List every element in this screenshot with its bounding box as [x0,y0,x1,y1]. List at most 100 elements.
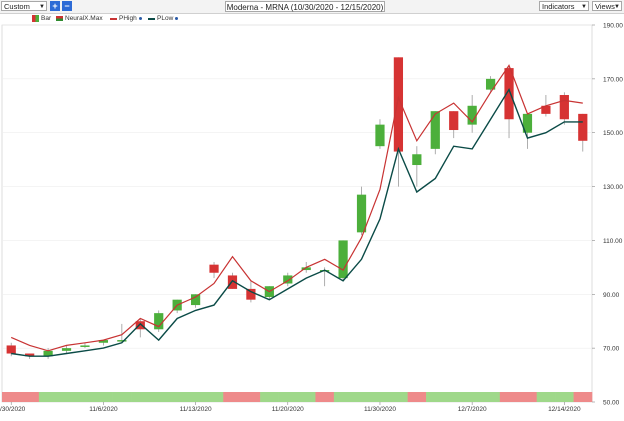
signal-cell [499,392,519,402]
signal-cell [223,392,242,402]
signal-cell [370,392,390,402]
signal-cell [278,392,298,402]
candle-body [80,345,90,347]
phigh-swatch [110,17,117,20]
signal-cell [204,392,224,402]
candle-body [578,113,588,141]
candle-body [209,264,219,273]
signal-cell [481,392,501,402]
candle-body [25,353,35,357]
signal-cell [555,392,574,402]
signal-cell [333,392,353,402]
y-tick-label: 50.00 [603,400,620,407]
signal-cell [38,392,58,402]
candle-body [393,57,404,152]
candle-body [227,275,238,289]
signal-cell [573,392,593,402]
x-tick-label: 11/30/2020 [364,406,396,413]
range-select-label: Custom [4,2,30,11]
signal-strip [2,392,593,402]
plow-swatch [148,17,155,20]
settings-dot-icon[interactable] [175,17,179,20]
price-chart[interactable]: 190.00 170.00 150.00 130.00 110.00 90.00 70.00… [0,13,624,421]
x-tick-label: 11/6/2020 [89,406,118,413]
signal-cell [112,392,132,402]
signal-cell [2,392,21,402]
phigh-line [10,64,583,352]
signal-cell [426,392,445,402]
candle-body [375,124,385,147]
candle-body [301,267,311,271]
signal-cell [352,392,372,402]
legend-bar: Bar [32,14,51,23]
x-tick-label: /30/2020 [0,406,26,413]
legend-plow: PLow [148,14,179,23]
y-tick-label: 130.00 [603,184,623,191]
candle-body [61,348,72,351]
signal-cell [149,392,169,402]
candle-body [504,68,514,120]
add-button[interactable]: + [50,1,60,11]
range-select[interactable]: Custom ▼ [1,1,47,11]
candle-body [430,111,440,149]
candle-body [449,111,459,131]
signal-cell [186,392,206,402]
candle-body [485,78,496,90]
y-tick-label: 90.00 [603,292,620,299]
candle-body [246,288,256,300]
x-axis: /30/2020 11/6/2020 11/13/2020 11/20/2020 11/… [0,402,581,413]
chevron-down-icon: ▼ [39,4,45,10]
signal-cell [444,392,464,402]
indicators-select[interactable]: Indicators ▼ [539,1,589,11]
candle-body [412,154,422,166]
signal-cell [389,392,408,402]
y-tick-label: 190.00 [603,23,623,30]
y-tick-label: 110.00 [603,238,623,245]
y-axis: 190.00 170.00 150.00 130.00 110.00 90.00 70.00… [592,23,623,407]
signal-cell [57,392,77,402]
x-tick-label: 11/20/2020 [272,406,304,413]
legend-phigh: PHigh [110,14,142,23]
remove-button[interactable]: − [62,1,72,11]
candle-body [522,113,533,133]
bar-swatch [32,15,39,22]
signal-cell [20,392,40,402]
legend-bar-label: Bar [41,15,52,22]
candle-body [6,345,16,354]
legend-phigh-label: PHigh [119,15,137,22]
signal-cell [131,392,150,402]
candle-body [467,105,477,125]
x-tick-label: 12/7/2020 [458,406,487,413]
candle-body [541,105,551,114]
legend-neuralx: NeuralX.Max [56,14,103,23]
y-tick-label: 150.00 [603,130,623,137]
indicators-label: Indicators [542,2,575,11]
candle-body [356,194,367,233]
views-label: Views [595,2,615,11]
neuralx-swatch [56,16,63,21]
candle-body [135,321,145,330]
candle-body [117,340,127,342]
grid [1,24,593,403]
signal-cell [518,392,537,402]
plow-line [11,88,583,357]
candle-body [559,95,569,120]
indicator-lines [10,64,583,357]
legend-plow-label: PLow [157,15,174,22]
candle-body [154,313,164,330]
chart-title: Moderna - MRNA (10/30/2020 - 12/15/2020) [225,1,385,12]
candle-body [338,240,348,279]
settings-dot-icon[interactable] [138,17,142,20]
signal-cell [462,392,482,402]
signal-cell [536,392,556,402]
views-select[interactable]: Views ▼ [592,1,622,11]
signal-cell [315,392,335,402]
chart-toolbar: Custom ▼ + − Moderna - MRNA (10/30/2020 … [0,0,624,14]
signal-cell [94,392,113,402]
signal-cell [260,392,279,402]
signal-cell [241,392,261,402]
signal-cell [75,392,95,402]
candle-body [98,340,109,343]
x-tick-label: 12/14/2020 [548,406,581,413]
signal-cell [167,392,187,402]
